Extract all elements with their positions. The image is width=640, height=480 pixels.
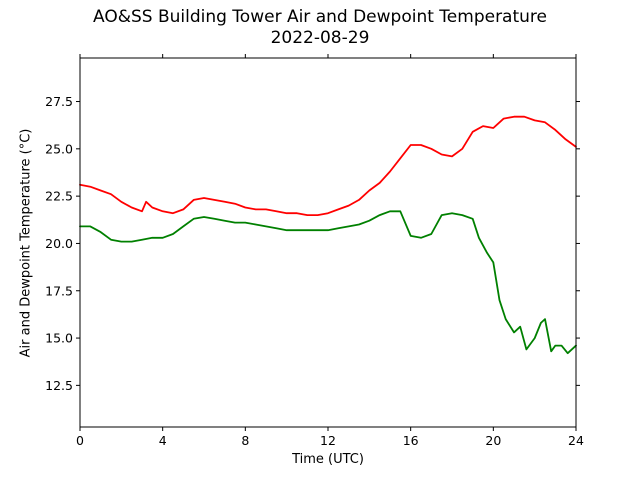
y-tick-label: 22.5 [45,189,73,204]
x-tick-label: 20 [485,433,501,448]
x-tick-label: 16 [403,433,419,448]
y-axis-label: Air and Dewpoint Temperature (°C) [18,128,34,358]
x-tick-label: 12 [320,433,336,448]
x-tick-label: 8 [241,433,249,448]
x-tick-label: 0 [76,433,84,448]
series-layer [79,115,577,355]
x-tick-label: 4 [159,433,167,448]
air-temperature-line [79,115,577,217]
chart-title: AO&SS Building Tower Air and Dewpoint Te… [92,7,547,27]
y-tick-label: 12.5 [45,378,73,393]
y-tick-label: 20.0 [45,236,73,251]
y-tick-label: 25.0 [45,141,73,156]
y-tick-label: 27.5 [45,94,73,109]
axis-ticks: 0 4 8 12 16 20 24 12.5 15.0 17.5 20.0 22.5 25.0 27.5 [45,54,584,448]
chart-subtitle: 2022-08-29 [270,28,370,48]
x-axis-label: Time (UTC) [292,452,364,467]
y-tick-label: 15.0 [45,331,73,346]
x-tick-label: 24 [568,433,584,448]
y-tick-label: 17.5 [45,283,73,298]
plot-frame [79,57,577,428]
dewpoint-temperature-line [79,210,577,355]
